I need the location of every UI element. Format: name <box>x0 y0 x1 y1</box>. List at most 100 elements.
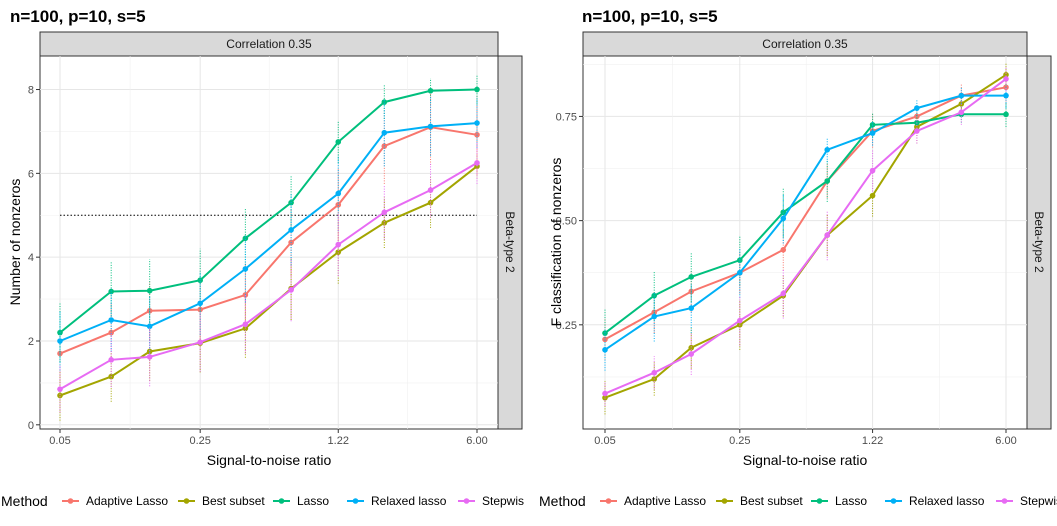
data-point <box>602 347 608 353</box>
data-point <box>427 123 434 130</box>
data-point <box>242 266 249 272</box>
chart-title: n=100, p=10, s=5 <box>582 7 718 26</box>
x-axis: 0.05 0.25 1.22 6.00 <box>594 429 1017 447</box>
y-tick-label: 8 <box>28 85 34 97</box>
y-tick-label: 4 <box>28 252 34 264</box>
y-tick-label: 0 <box>28 420 34 432</box>
grid <box>40 56 498 429</box>
data-point <box>688 344 695 351</box>
legend-key <box>273 498 290 504</box>
plot-panel <box>582 55 1028 430</box>
data-point <box>57 338 63 344</box>
legend-label: Best subset <box>202 494 265 508</box>
data-point <box>780 215 787 222</box>
data-point <box>427 187 434 193</box>
chart-left: n=100, p=10, s=5 Correlation 0.35 Beta-t… <box>7 7 523 468</box>
data-point <box>288 287 294 293</box>
legend-label: Relaxed lasso <box>909 494 985 508</box>
y-axis: 0.25 0.50 0.75 <box>556 111 583 332</box>
facet-strip-top-label: Correlation 0.35 <box>762 37 848 51</box>
data-point <box>474 86 480 93</box>
x-tick-label: 6.00 <box>466 435 487 447</box>
legend-key <box>600 498 617 504</box>
facet-strip-right <box>1026 55 1052 430</box>
legend-key-point <box>605 498 612 504</box>
data-point <box>688 274 695 280</box>
chart-right: n=100, p=10, s=5 Correlation 0.35 Beta-t… <box>548 7 1052 468</box>
y-axis-title: Number of nonzeros <box>7 179 23 306</box>
facet-strip-right-label: Beta-type 2 <box>503 211 517 273</box>
data-point <box>824 178 831 184</box>
series-stepwis <box>602 66 1009 407</box>
legend-title: Method <box>1 493 48 509</box>
data-point <box>780 246 787 253</box>
x-axis: 0.05 0.25 1.22 6.00 <box>49 429 488 447</box>
series-line <box>59 165 478 397</box>
data-point <box>474 120 480 126</box>
facet-strip-top <box>39 31 499 57</box>
data-point <box>146 348 153 355</box>
x-tick-label: 1.22 <box>328 435 349 447</box>
series-line <box>604 94 1006 351</box>
chart-title: n=100, p=10, s=5 <box>10 7 146 26</box>
data-point <box>824 146 831 153</box>
legend-label: Relaxed lasso <box>371 494 447 508</box>
legend-key-point <box>67 498 74 504</box>
facet-strip-right-label: Beta-type 2 <box>1032 211 1046 273</box>
series-line <box>604 78 1007 395</box>
data-point <box>381 129 388 136</box>
y-tick-label: 0.25 <box>556 320 577 332</box>
y-tick-label: 0.75 <box>556 111 577 123</box>
data-point <box>146 354 153 360</box>
data-point <box>824 232 831 239</box>
legend-label: Lasso <box>297 494 329 508</box>
legend-label: Stepwis <box>1020 494 1057 508</box>
data-point <box>197 339 203 346</box>
data-point <box>197 300 203 307</box>
y-axis: 0 2 4 6 8 <box>28 85 40 432</box>
data-point <box>780 209 787 216</box>
legend-content: Method Adaptive Lasso Best subset Lasso Rela… <box>539 493 1057 509</box>
legend-key-point <box>1001 498 1008 504</box>
legend-key <box>885 498 902 504</box>
data-point <box>869 130 876 136</box>
legend-key-point <box>890 498 897 504</box>
legend-key-point <box>816 498 823 504</box>
data-point <box>197 277 203 284</box>
series-line <box>604 86 1007 341</box>
series-line <box>59 88 478 334</box>
data-point <box>914 105 920 111</box>
legend-key-point <box>278 498 285 504</box>
legend-key <box>178 498 195 504</box>
legend-label: Lasso <box>835 494 867 508</box>
data-point <box>474 160 480 166</box>
x-tick-label: 0.25 <box>729 435 750 447</box>
chart-marks <box>602 62 1009 415</box>
data-point <box>602 336 608 343</box>
data-point <box>914 124 920 130</box>
data-point <box>335 201 342 208</box>
data-point <box>146 287 153 294</box>
legend-key <box>347 498 364 504</box>
data-point <box>381 99 388 105</box>
data-point <box>57 392 63 399</box>
data-point <box>737 269 743 276</box>
data-point <box>335 139 342 145</box>
facet-strip-top-label: Correlation 0.35 <box>226 37 312 51</box>
legend-label: Adaptive Lasso <box>86 494 168 508</box>
x-axis-title: Signal-to-noise ratio <box>743 452 868 468</box>
data-point <box>108 329 114 336</box>
series-stepwis <box>57 141 480 413</box>
legend-key-point <box>463 498 470 504</box>
data-point <box>651 313 658 320</box>
legend-label: Stepwis <box>482 494 524 508</box>
y-tick-label: 6 <box>28 168 34 180</box>
legend-key <box>996 498 1013 504</box>
data-point <box>427 87 434 94</box>
facet-strip-right <box>497 55 523 430</box>
data-point <box>108 317 114 323</box>
data-point <box>242 235 249 242</box>
series-line <box>59 126 478 355</box>
chart-marks <box>57 74 480 421</box>
data-point <box>381 220 388 226</box>
